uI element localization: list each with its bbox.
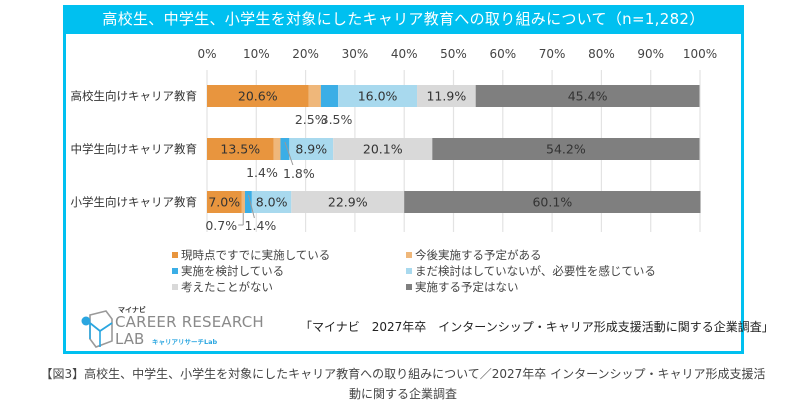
bar-segment bbox=[404, 191, 701, 213]
x-tick-label: 70% bbox=[539, 47, 566, 61]
x-tick-label: 80% bbox=[588, 47, 615, 61]
data-label: 1.8% bbox=[283, 166, 315, 181]
stacked-bar-chart: 0% 10% 20% 30% 40% 50% 60% 70% 80% 90% 100% 高校生向けキャ… bbox=[71, 47, 718, 233]
bar-segment bbox=[207, 85, 309, 107]
x-tick-label: 0% bbox=[197, 47, 216, 61]
chart-title: 高校生、中学生、小学生を対象にしたキャリア教育への取り組みについて（n=1,28… bbox=[63, 5, 744, 34]
legend-label: 実施を検討している bbox=[181, 264, 285, 278]
figure-caption: 【図3】高校生、中学生、小学生を対象にしたキャリア教育への取り組みについて／20… bbox=[40, 367, 766, 401]
x-tick-label: 30% bbox=[342, 47, 369, 61]
data-label: 8.0% bbox=[256, 195, 288, 210]
data-label: 3.5% bbox=[321, 112, 353, 127]
legend-swatch bbox=[172, 283, 178, 290]
bar-segment bbox=[207, 191, 242, 213]
bar-segment bbox=[273, 138, 281, 160]
bar-segment bbox=[475, 85, 700, 107]
legend-label: 現時点ですでに実施している bbox=[181, 248, 331, 262]
bar-segment bbox=[338, 85, 418, 107]
data-label: 2.5% bbox=[295, 112, 327, 127]
legend-item: 実施を検討している bbox=[172, 263, 284, 279]
legend-swatch bbox=[172, 251, 178, 258]
logo-cube-icon bbox=[81, 310, 113, 348]
x-tick-label: 90% bbox=[637, 47, 664, 61]
legend-item: まだ検討はしていないが、必要性を感じている bbox=[406, 263, 656, 279]
legend-swatch bbox=[172, 267, 178, 274]
data-label: 1.4% bbox=[245, 218, 277, 233]
legend-item: 今後実施する予定がある bbox=[406, 247, 542, 263]
legend-label: まだ検討はしていないが、必要性を感じている bbox=[415, 264, 656, 278]
bar-segment bbox=[244, 191, 252, 213]
legend-item: 実施する予定はない bbox=[406, 279, 519, 295]
data-label: 7.0% bbox=[208, 195, 240, 210]
source-note: 「マイナビ 2027年卒 インターンシップ・キャリア形成支援活動に関する企業調査… bbox=[300, 320, 774, 334]
data-label: 45.4% bbox=[568, 89, 608, 104]
bar-segment bbox=[333, 138, 433, 160]
data-label: 20.1% bbox=[363, 142, 403, 157]
legend-label: 今後実施する予定がある bbox=[415, 248, 542, 262]
bar-segment bbox=[251, 191, 292, 213]
data-label: 54.2% bbox=[546, 142, 586, 157]
x-tick-label: 60% bbox=[489, 47, 516, 61]
bar-segment bbox=[280, 138, 290, 160]
bar-segment bbox=[207, 138, 274, 160]
legend-swatch bbox=[406, 251, 412, 258]
category-label: 中学生向けキャリア教育 bbox=[71, 142, 198, 156]
legend-item: 現時点ですでに実施している bbox=[172, 247, 330, 263]
logo-brand: マイナビ bbox=[118, 306, 146, 314]
legend-label: 実施する予定はない bbox=[415, 280, 519, 294]
x-tick-label: 40% bbox=[391, 47, 418, 61]
bar-segment bbox=[432, 138, 700, 160]
category-label: 高校生向けキャリア教育 bbox=[71, 89, 198, 103]
data-label: 13.5% bbox=[220, 142, 260, 157]
data-label: 1.4% bbox=[246, 165, 278, 180]
bar-segment bbox=[241, 191, 245, 213]
career-research-lab-logo: マイナビ CAREER RESEARCH LAB キャリアリサーチLab bbox=[78, 305, 264, 350]
leader-line bbox=[284, 141, 294, 166]
data-label: 22.9% bbox=[328, 195, 368, 210]
x-tick-label: 10% bbox=[243, 47, 270, 61]
logo-line2: LAB bbox=[115, 330, 145, 348]
data-label: 16.0% bbox=[358, 89, 398, 104]
data-label: 20.6% bbox=[238, 89, 278, 104]
chart-frame bbox=[63, 5, 744, 354]
legend-label: 考えたことがない bbox=[181, 280, 273, 294]
bar-segment bbox=[320, 85, 339, 107]
data-label: 0.7% bbox=[205, 218, 237, 233]
bar-segment bbox=[417, 85, 476, 107]
logo-sub: キャリアリサーチLab bbox=[152, 338, 218, 346]
leader-line bbox=[247, 194, 255, 219]
category-label: 小学生向けキャリア教育 bbox=[71, 195, 198, 209]
data-label: 8.9% bbox=[295, 142, 327, 157]
logo-line1: CAREER RESEARCH bbox=[115, 313, 264, 331]
data-label: 11.9% bbox=[426, 89, 466, 104]
bar-segment bbox=[289, 138, 334, 160]
legend-swatch bbox=[406, 283, 412, 290]
legend-swatch bbox=[406, 267, 412, 274]
legend-item: 考えたことがない bbox=[172, 279, 273, 295]
x-tick-label: 50% bbox=[440, 47, 467, 61]
x-tick-label: 100% bbox=[683, 47, 717, 61]
bar-segment bbox=[291, 191, 405, 213]
bar-segment bbox=[308, 85, 321, 107]
data-label: 60.1% bbox=[532, 195, 572, 210]
x-tick-label: 20% bbox=[292, 47, 319, 61]
